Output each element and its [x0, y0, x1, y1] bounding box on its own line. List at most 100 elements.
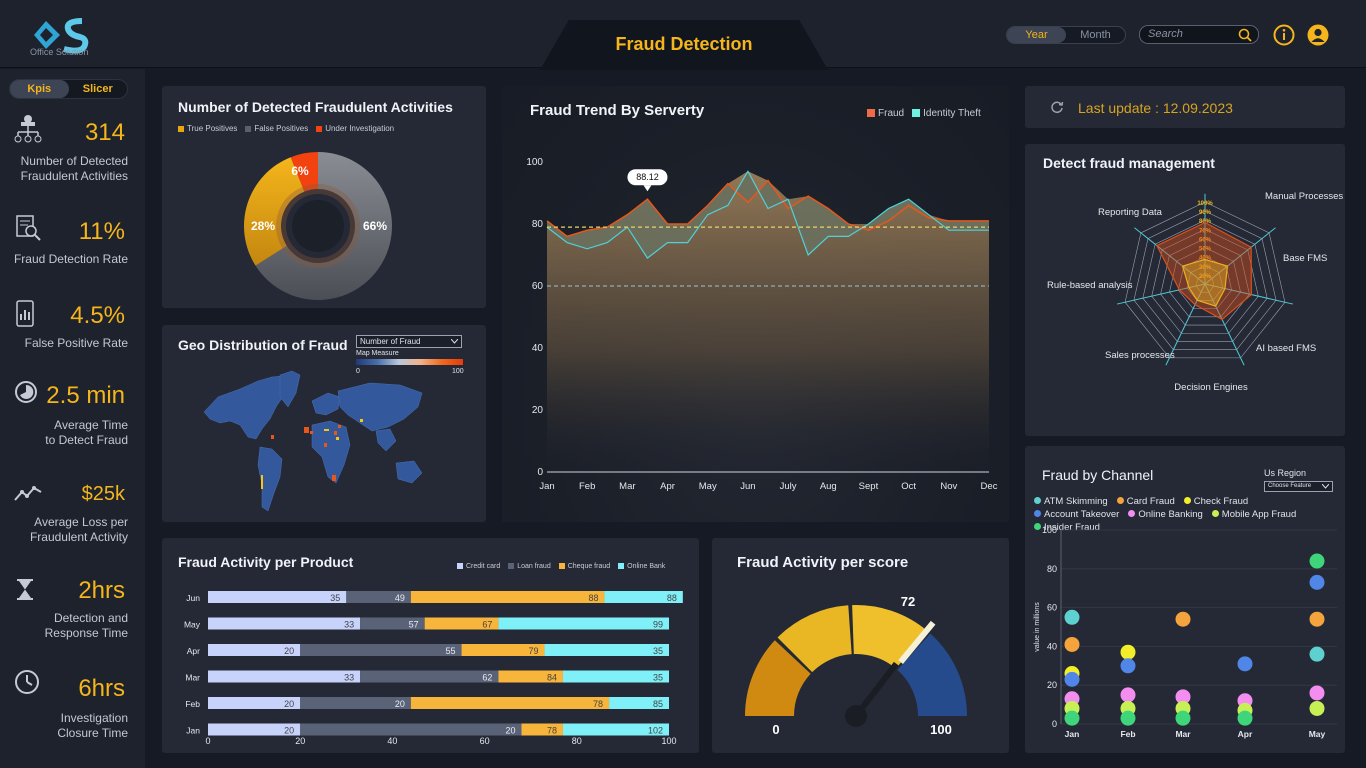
product-data-label: 35	[653, 646, 663, 656]
channel-data-point	[1309, 700, 1325, 716]
y-tick-label: 80	[532, 219, 544, 230]
gauge-min: 0	[772, 722, 779, 737]
x-tick-label: Oct	[901, 481, 916, 492]
product-bar-segment	[208, 591, 347, 603]
gauge-segment	[897, 633, 967, 716]
y-tick-label: 20	[532, 405, 544, 416]
document-search-icon	[16, 215, 41, 241]
period-year[interactable]: Year	[1007, 27, 1066, 43]
gauge-segment	[745, 640, 811, 716]
product-x-tick: 60	[480, 736, 490, 746]
product-category-label: Jun	[186, 593, 200, 603]
identity-theft-line	[546, 170, 989, 259]
product-data-label: 20	[505, 726, 515, 736]
geo-measure-select[interactable]: Number of Fraud	[356, 335, 462, 348]
region-select[interactable]: Choose Feature	[1264, 481, 1333, 492]
info-icon[interactable]	[1273, 24, 1295, 46]
channel-data-point	[1175, 710, 1191, 726]
legend-dot	[1128, 510, 1136, 517]
channel-y-tick: 60	[1047, 603, 1057, 613]
channel-legend-item: Card Fraud	[1115, 496, 1175, 507]
kpi-label: Average Time to Detect Fraud	[45, 418, 128, 447]
trend-title: Fraud Trend By Serverty	[530, 102, 705, 119]
donut-slice	[255, 152, 392, 300]
radar-ring-label: 30%	[1199, 265, 1212, 271]
channel-chart: 0 20 40 60 80 100 value in millions Jan Feb Mar Ap…	[1034, 525, 1337, 739]
user-icon[interactable]	[1307, 24, 1329, 46]
kpi-value: 4.5%	[70, 302, 125, 329]
channel-y-tick: 40	[1047, 641, 1057, 651]
radar-ring-label: 60%	[1199, 237, 1212, 243]
legend-label: Mobile App Fraud	[1221, 509, 1297, 520]
kpi-value: 314	[84, 119, 125, 146]
radar-ring-label: 40%	[1199, 256, 1212, 262]
trend-chart: 0 20 40 60 80 100 Jan Feb Mar Apr May Jun July Aug Sep…	[526, 157, 997, 492]
radar-ring-label: 100%	[1197, 201, 1213, 207]
product-bar-segment	[346, 591, 411, 603]
product-data-label: 20	[395, 699, 405, 709]
channel-y-tick: 80	[1047, 564, 1057, 574]
product-category-label: Feb	[185, 699, 200, 709]
radar-ring	[1169, 247, 1241, 318]
hierarchy-icon	[14, 115, 42, 143]
product-bar-segment	[544, 644, 669, 656]
channel-data-point	[1175, 611, 1191, 627]
map-scale-bar	[356, 359, 463, 365]
legend-true-positives: True Positives	[178, 124, 237, 133]
trend-line-icon	[14, 486, 42, 501]
product-bar-segment	[360, 670, 499, 683]
gauge-card: Fraud Activity per score 72 0 100	[712, 538, 1009, 753]
kpi-label: False Positive Rate	[24, 336, 128, 350]
kpi-value: $25k	[81, 483, 125, 505]
channel-x-tick: Feb	[1120, 729, 1135, 739]
period-toggle[interactable]: Year Month	[1006, 26, 1126, 44]
product-bar-segment	[498, 617, 669, 630]
channel-y-label: value in millions	[1034, 602, 1041, 652]
product-data-label: 57	[409, 620, 419, 630]
map-measure-label: Map Measure	[356, 350, 399, 357]
kpi-label: Fraud Detection Rate	[13, 252, 128, 266]
product-x-tick: 0	[205, 736, 210, 746]
kpi-label: Number of Detected Fraudulent Activities	[20, 154, 128, 183]
fraud-line	[546, 179, 989, 238]
donut-slice	[290, 152, 318, 192]
kpi-value: 11%	[78, 218, 125, 245]
search-icon[interactable]	[1238, 28, 1252, 42]
tab-slicer[interactable]: Slicer	[82, 83, 113, 95]
channel-x-tick: Apr	[1238, 729, 1253, 739]
refresh-icon[interactable]	[1050, 100, 1064, 114]
sidebar: Kpis Slicer 314 Number of Detected Fraud…	[0, 69, 145, 768]
legend-dot	[1034, 523, 1041, 530]
product-category-label: Jan	[186, 726, 200, 736]
product-chart: Jun 35 49 88 88 May 33 57 67 99 Apr 20 55 79 35 Mar 33 62…	[184, 591, 683, 746]
product-data-label: 33	[344, 673, 354, 683]
channel-data-point	[1120, 710, 1136, 726]
search-input[interactable]: Search	[1139, 25, 1259, 44]
product-data-label: 78	[593, 699, 603, 709]
region-label: Us Region	[1264, 468, 1307, 478]
product-data-label: 88	[667, 593, 677, 603]
product-bar-segment	[208, 644, 301, 656]
tab-kpis[interactable]: Kpis	[10, 80, 69, 98]
period-month[interactable]: Month	[1080, 29, 1111, 41]
product-data-label: 67	[482, 620, 492, 630]
gauge-hub	[845, 705, 867, 727]
identity-band	[547, 171, 989, 259]
slice-label-gold: 28%	[251, 219, 275, 233]
radar-spoke	[1116, 283, 1206, 305]
channel-data-point	[1309, 553, 1325, 569]
logo-icon	[34, 18, 89, 54]
product-bar-segment	[208, 723, 301, 736]
kpi-value: 2hrs	[78, 577, 125, 604]
product-x-tick: 100	[661, 736, 676, 746]
channel-data-point	[1120, 687, 1136, 703]
sidebar-toggle[interactable]: Kpis Slicer	[9, 79, 128, 99]
legend-online-bank: Online Bank	[618, 563, 665, 570]
legend-under-investigation: Under Investigation	[316, 124, 394, 133]
product-bar-segment	[300, 697, 411, 709]
legend-credit-card: Credit card	[457, 563, 500, 570]
channel-legend: ATM Skimming Card Fraud Check Fraud Account…	[1032, 495, 1342, 534]
channel-data-point	[1237, 656, 1253, 672]
tablet-chart-icon	[16, 300, 34, 327]
product-bar-segment	[208, 617, 361, 630]
